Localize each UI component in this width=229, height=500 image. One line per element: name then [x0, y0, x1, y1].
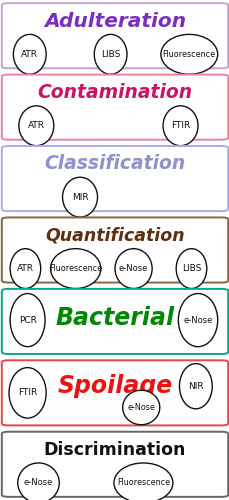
Text: PCR: PCR: [19, 316, 36, 324]
Ellipse shape: [10, 248, 41, 288]
Ellipse shape: [13, 34, 46, 74]
FancyBboxPatch shape: [2, 289, 227, 354]
Text: e-Nose: e-Nose: [24, 478, 53, 488]
Text: Fluorescence: Fluorescence: [162, 50, 215, 59]
Ellipse shape: [9, 368, 46, 418]
FancyBboxPatch shape: [2, 360, 227, 426]
Text: FTIR: FTIR: [18, 388, 37, 398]
Ellipse shape: [10, 294, 45, 346]
Ellipse shape: [179, 364, 211, 409]
Text: ATR: ATR: [28, 121, 45, 130]
Text: Contamination: Contamination: [37, 83, 192, 102]
Text: NIR: NIR: [187, 382, 203, 390]
FancyBboxPatch shape: [2, 432, 227, 497]
Text: Quantification: Quantification: [45, 226, 184, 244]
Ellipse shape: [178, 294, 217, 346]
Text: Discrimination: Discrimination: [44, 440, 185, 458]
Text: Fluorescence: Fluorescence: [116, 478, 169, 488]
Text: Bacterial: Bacterial: [55, 306, 174, 330]
Text: Spoilage: Spoilage: [57, 374, 172, 398]
Text: e-Nose: e-Nose: [127, 403, 155, 412]
Ellipse shape: [113, 463, 172, 500]
Ellipse shape: [94, 34, 126, 74]
Ellipse shape: [18, 463, 59, 500]
Ellipse shape: [19, 106, 54, 146]
Ellipse shape: [114, 248, 152, 288]
Ellipse shape: [50, 248, 100, 288]
Ellipse shape: [62, 177, 97, 217]
Text: e-Nose: e-Nose: [118, 264, 148, 273]
Ellipse shape: [122, 390, 159, 424]
Text: Fluorescence: Fluorescence: [49, 264, 102, 273]
Text: LIBS: LIBS: [101, 50, 120, 59]
Ellipse shape: [175, 248, 206, 288]
Ellipse shape: [162, 106, 197, 146]
Text: LIBS: LIBS: [181, 264, 200, 273]
Text: Classification: Classification: [44, 154, 185, 174]
Text: FTIR: FTIR: [170, 121, 189, 130]
Text: ATR: ATR: [21, 50, 38, 59]
Text: Adulteration: Adulteration: [44, 12, 185, 30]
FancyBboxPatch shape: [2, 146, 227, 211]
Ellipse shape: [160, 34, 217, 74]
Text: e-Nose: e-Nose: [183, 316, 212, 324]
FancyBboxPatch shape: [2, 218, 227, 282]
Text: ATR: ATR: [17, 264, 34, 273]
FancyBboxPatch shape: [2, 74, 227, 140]
FancyBboxPatch shape: [2, 3, 227, 68]
Text: MIR: MIR: [71, 192, 88, 202]
